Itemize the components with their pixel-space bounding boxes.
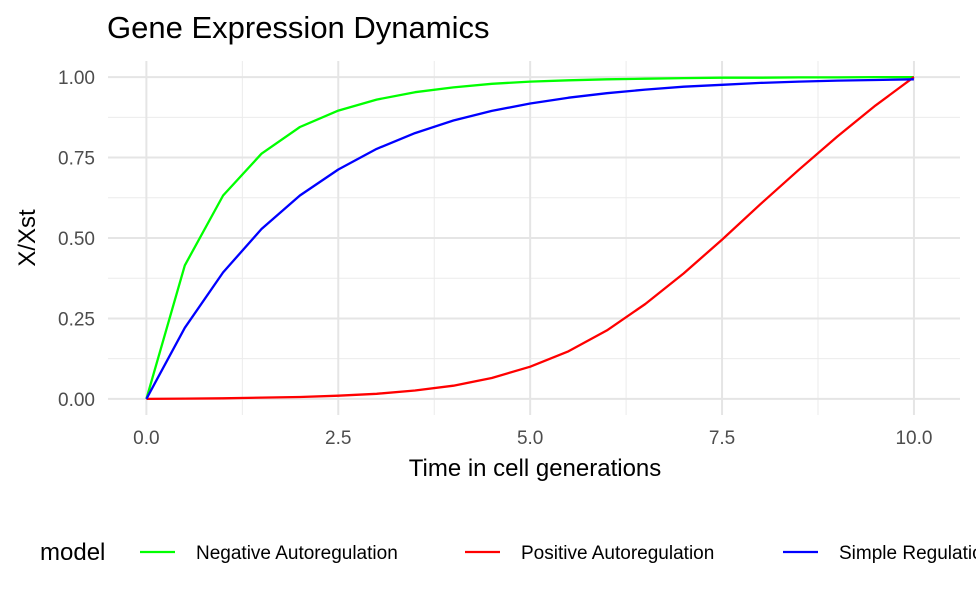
x-tick-label: 7.5: [709, 428, 735, 449]
x-axis-title: Time in cell generations: [409, 455, 662, 482]
y-tick-label: 1.00: [58, 68, 95, 89]
legend-label: Negative Autoregulation: [196, 543, 398, 564]
y-tick-label: 0.75: [58, 149, 95, 170]
y-tick-label: 0.00: [58, 390, 95, 411]
x-tick-label: 5.0: [517, 428, 543, 449]
x-axis-ticks: 0.0 2.5 5.0 7.5 10.0: [133, 428, 932, 449]
y-axis-ticks: 0.00 0.25 0.50 0.75 1.00: [58, 68, 95, 411]
y-tick-label: 0.50: [58, 229, 95, 250]
series-lines: [145, 75, 915, 401]
series-line: [145, 78, 914, 400]
legend-label: Positive Autoregulation: [521, 543, 714, 564]
y-tick-label: 0.25: [58, 309, 95, 330]
x-tick-label: 0.0: [133, 428, 159, 449]
legend-title: model: [40, 539, 105, 566]
chart-title: Gene Expression Dynamics: [107, 10, 490, 45]
series-line: [145, 75, 914, 400]
legend: model Negative Autoregulation Positive Au…: [40, 539, 976, 566]
y-axis-title: X/Xst: [14, 209, 41, 267]
x-tick-label: 2.5: [325, 428, 351, 449]
grid: [108, 61, 960, 415]
x-tick-label: 10.0: [895, 428, 932, 449]
series-line: [146, 76, 915, 401]
legend-label: Simple Regulation: [839, 543, 976, 564]
